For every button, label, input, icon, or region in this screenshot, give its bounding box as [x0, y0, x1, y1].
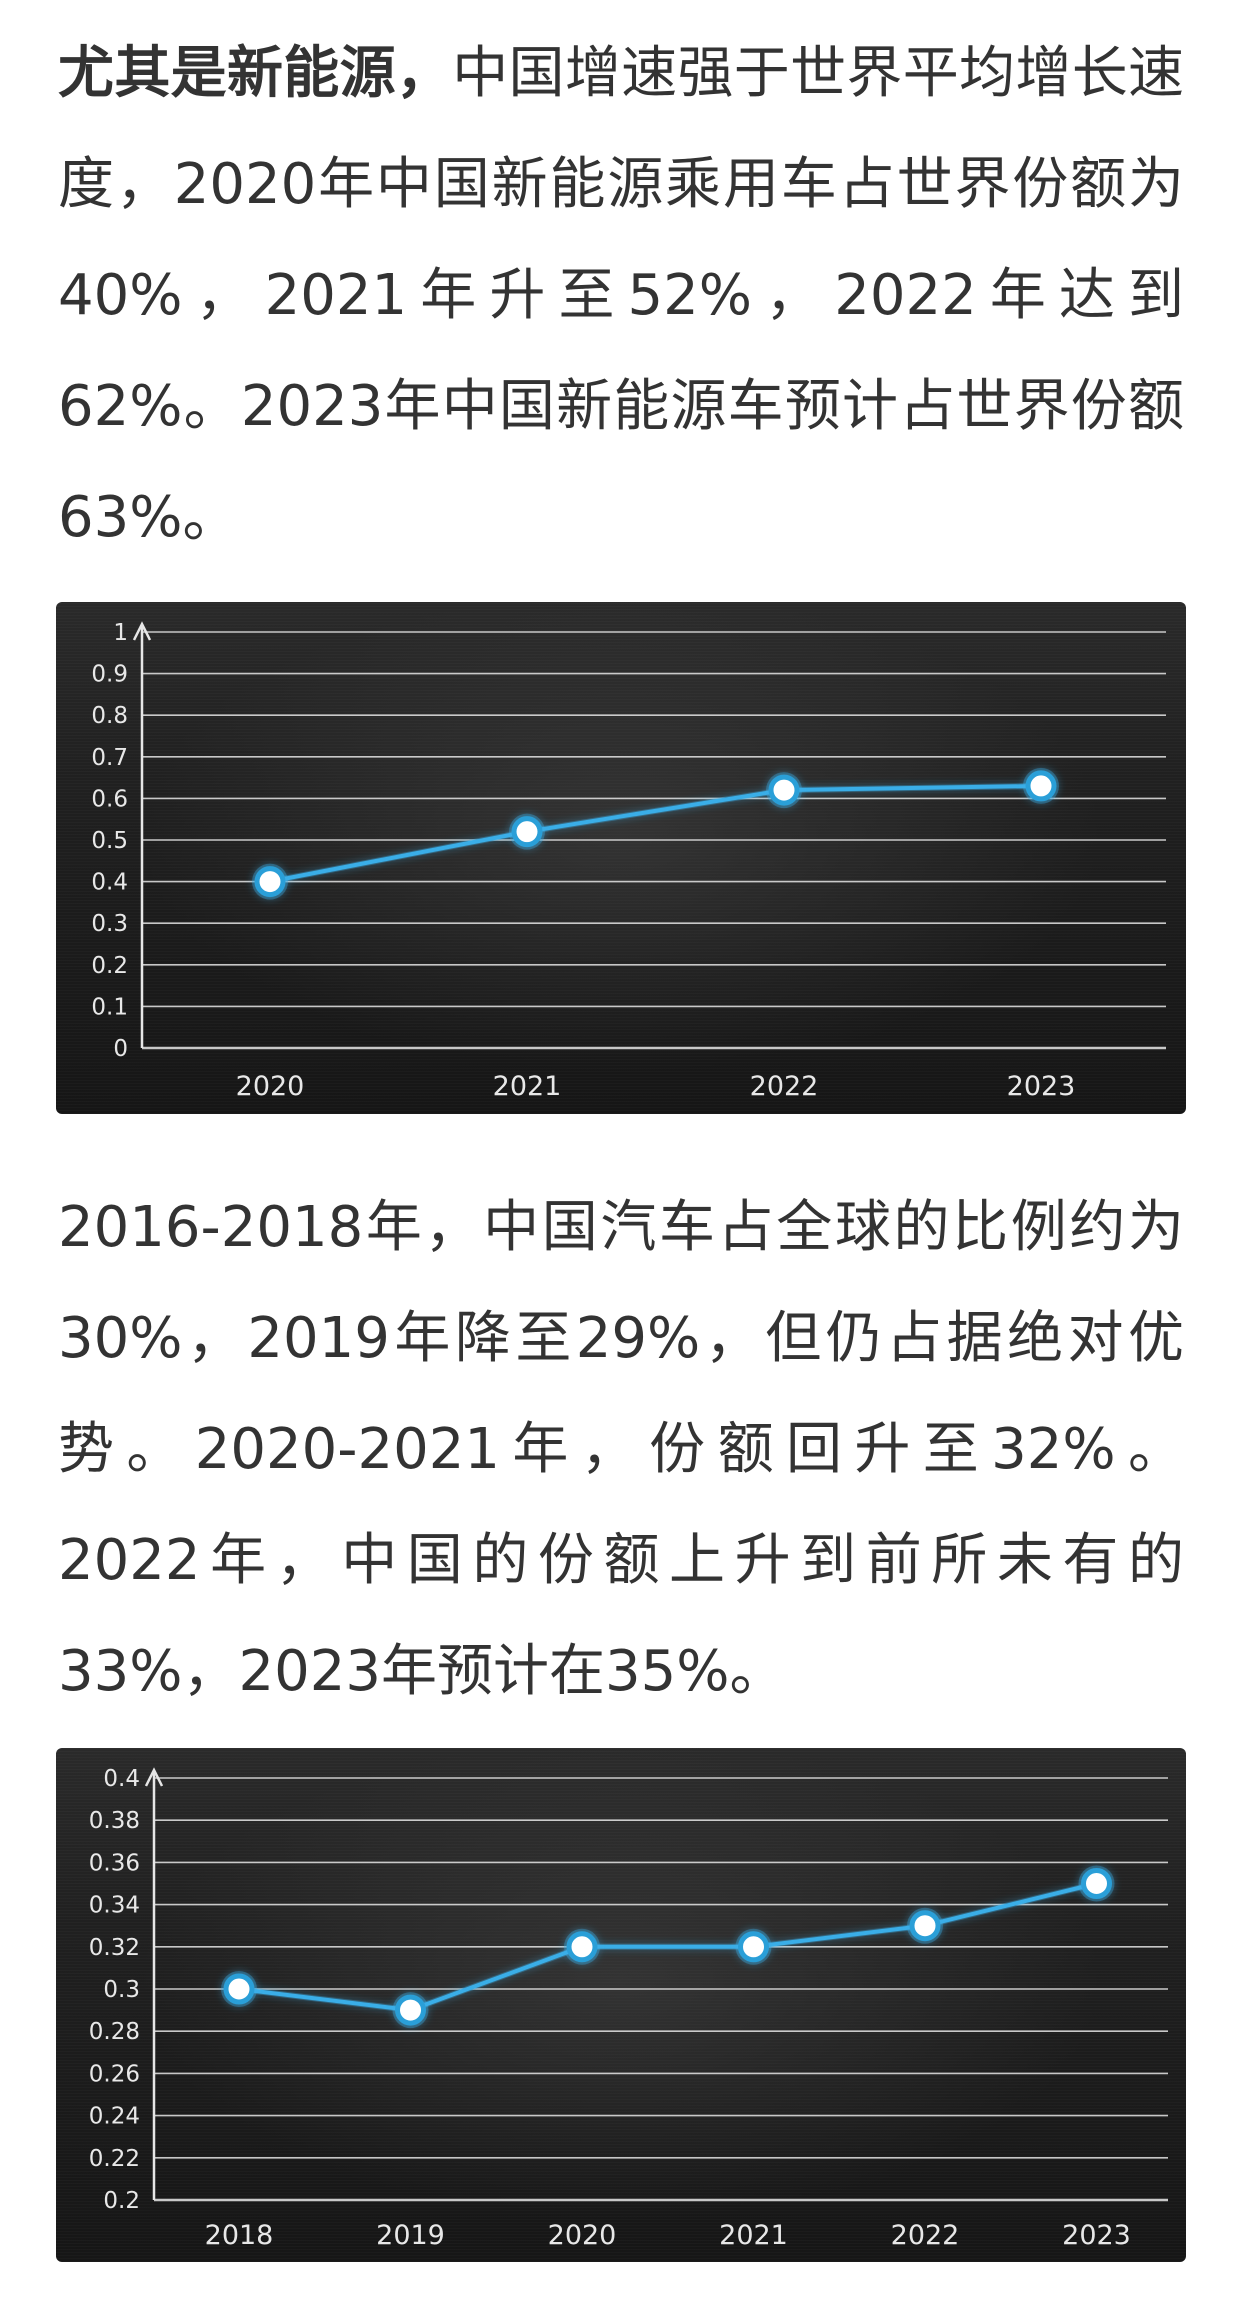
y-tick-label: 0.4 — [91, 870, 128, 896]
line-chart-svg: 0 0.1 0.2 0.3 0.4 0.5 0.6 0.7 0.8 0.9 1 2020 2021 202… — [91, 620, 1166, 1102]
data-point — [223, 1973, 255, 2005]
x-tick-label: 2022 — [891, 2220, 960, 2251]
x-tick-label: 2023 — [1007, 1071, 1076, 1102]
y-axis-arrow — [132, 621, 152, 641]
y-tick-label: 1 — [113, 620, 128, 646]
series-line — [269, 783, 1042, 884]
paragraph-ev-share: 尤其是新能源，中国增速强于世界平均增长速度，2020年中国新能源乘用车占世界份额… — [58, 18, 1184, 573]
series-line-glow — [269, 782, 1042, 885]
x-tick-label: 2019 — [376, 2220, 445, 2251]
y-tick-label: 0.3 — [91, 911, 128, 937]
y-tick-label: 0.26 — [89, 2061, 140, 2087]
series-line — [238, 1881, 1097, 2013]
data-point — [738, 1931, 769, 1963]
y-tick-label: 0.32 — [89, 1935, 140, 1961]
chart-ev-world-share: 0 0.1 0.2 0.3 0.4 0.5 0.6 0.7 0.8 0.9 1 2020 2021 202… — [56, 602, 1186, 1114]
data-point — [566, 1931, 598, 1963]
y-tick-label: 0.28 — [89, 2019, 140, 2045]
data-point — [1081, 1868, 1112, 1899]
y-tick-label: 0 — [113, 1036, 128, 1062]
y-tick-label: 0.22 — [89, 2146, 140, 2172]
y-tick-label: 0.2 — [91, 953, 128, 979]
y-tick-label: 0.5 — [91, 828, 128, 854]
y-tick-label: 0.7 — [91, 745, 128, 771]
y-tick-label: 0.8 — [91, 703, 128, 729]
data-point — [909, 1910, 941, 1942]
y-tick-label: 0.6 — [91, 786, 128, 812]
line-chart-svg: 0.2 0.22 0.24 0.26 0.28 0.3 0.32 0.34 0.36 0.38 0.… — [89, 1766, 1168, 2251]
x-tick-label: 2020 — [236, 1071, 305, 1102]
paragraph-lead: 尤其是新能源， — [58, 41, 453, 106]
y-tick-label: 0.9 — [91, 662, 128, 688]
y-tick-label: 0.4 — [103, 1766, 140, 1792]
y-tick-label: 0.24 — [89, 2104, 140, 2130]
chart-auto-world-share: 0.2 0.22 0.24 0.26 0.28 0.3 0.32 0.34 0.36 0.38 0.… — [56, 1748, 1186, 2262]
data-point — [768, 774, 800, 806]
data-point — [1025, 770, 1057, 802]
paragraph-body: 中国增速强于世界平均增长速度，2020年中国新能源乘用车占世界份额为40%，20… — [58, 41, 1185, 550]
x-tick-label: 2021 — [719, 2220, 788, 2251]
x-tick-label: 2020 — [548, 2220, 617, 2251]
data-point — [395, 1994, 426, 2026]
data-point — [254, 866, 286, 898]
x-tick-label: 2022 — [750, 1071, 819, 1102]
y-tick-label: 0.36 — [89, 1850, 140, 1876]
x-tick-label: 2023 — [1062, 2220, 1131, 2251]
y-tick-label: 0.1 — [91, 994, 128, 1020]
x-tick-label: 2018 — [205, 2220, 274, 2251]
data-point — [511, 816, 543, 848]
paragraph-auto-share: 2016-2018年，中国汽车占全球的比例约为30%，2019年降至29%，但仍… — [58, 1195, 1184, 1704]
y-tick-label: 0.34 — [89, 1893, 140, 1919]
y-axis-arrow — [144, 1767, 164, 1787]
x-tick-label: 2021 — [493, 1071, 562, 1102]
y-tick-label: 0.3 — [103, 1977, 140, 2003]
y-tick-label: 0.38 — [89, 1808, 140, 1834]
y-tick-label: 0.2 — [103, 2188, 140, 2214]
